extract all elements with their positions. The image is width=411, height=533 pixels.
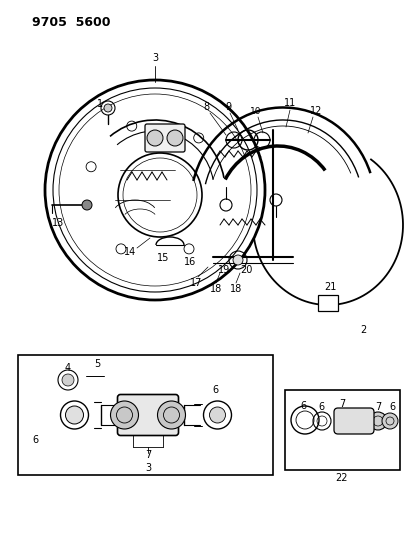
Text: 6: 6 xyxy=(389,402,395,412)
Text: 6: 6 xyxy=(318,402,324,412)
Circle shape xyxy=(210,407,226,423)
Text: 9: 9 xyxy=(225,102,231,112)
Text: 6: 6 xyxy=(32,435,38,445)
Bar xyxy=(285,390,400,470)
Text: 22: 22 xyxy=(336,473,348,483)
Circle shape xyxy=(167,130,183,146)
Text: 2: 2 xyxy=(360,325,366,335)
Circle shape xyxy=(111,401,139,429)
Circle shape xyxy=(233,255,243,265)
Text: 21: 21 xyxy=(324,282,336,292)
Circle shape xyxy=(65,406,83,424)
Text: 17: 17 xyxy=(190,278,202,288)
Text: 5: 5 xyxy=(94,359,100,369)
Text: 3: 3 xyxy=(145,463,151,473)
Text: 15: 15 xyxy=(157,253,169,263)
Text: 7: 7 xyxy=(145,450,151,460)
Text: 1: 1 xyxy=(97,99,103,109)
Text: 18: 18 xyxy=(230,284,242,294)
Circle shape xyxy=(369,412,387,430)
FancyBboxPatch shape xyxy=(334,408,374,434)
Circle shape xyxy=(157,401,185,429)
Text: 19: 19 xyxy=(218,265,230,275)
Text: 11: 11 xyxy=(284,98,296,108)
Text: 6: 6 xyxy=(300,401,306,411)
Text: 16: 16 xyxy=(184,257,196,267)
Circle shape xyxy=(382,413,398,429)
Circle shape xyxy=(104,104,112,112)
Text: 13: 13 xyxy=(52,218,64,228)
Circle shape xyxy=(147,130,163,146)
Text: 6: 6 xyxy=(212,385,218,395)
Text: 10: 10 xyxy=(250,107,262,116)
Bar xyxy=(18,355,273,475)
FancyBboxPatch shape xyxy=(118,394,178,435)
Text: 3: 3 xyxy=(152,53,158,63)
Text: 14: 14 xyxy=(124,247,136,257)
Text: 8: 8 xyxy=(203,102,209,112)
Text: 12: 12 xyxy=(310,106,322,116)
Circle shape xyxy=(82,200,92,210)
FancyBboxPatch shape xyxy=(145,124,185,152)
Circle shape xyxy=(62,374,74,386)
Bar xyxy=(318,295,338,311)
Text: 4: 4 xyxy=(65,363,71,373)
Text: 9705  5600: 9705 5600 xyxy=(32,15,111,28)
Text: 7: 7 xyxy=(339,399,345,409)
Text: 7: 7 xyxy=(375,402,381,412)
Text: 18: 18 xyxy=(210,284,222,294)
Text: 20: 20 xyxy=(240,265,252,275)
